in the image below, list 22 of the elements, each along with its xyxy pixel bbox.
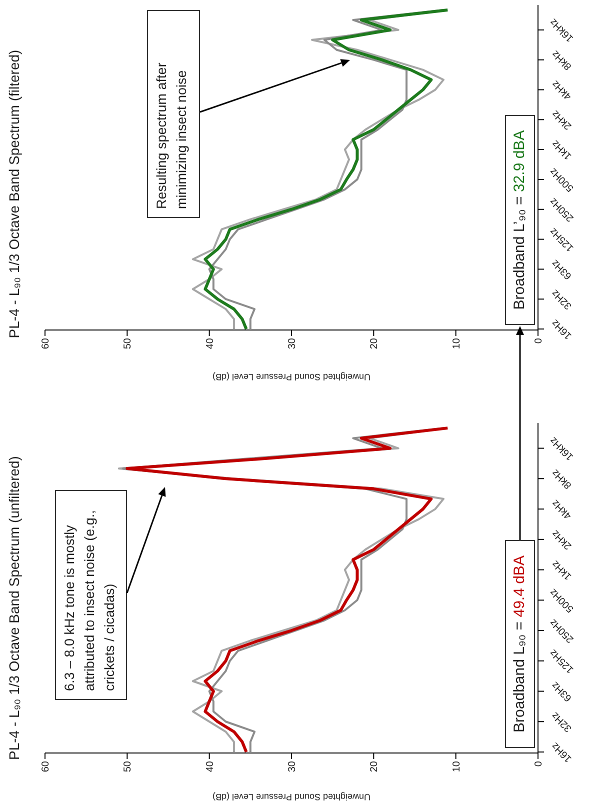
text: PL-4 - L₉₀ 1/3 Octave Band Spectrum (filtered) xyxy=(6,48,22,340)
annotation: Broadband L’₉₀ = 32.9 dBA xyxy=(505,115,535,325)
x-tick-label: 0 xyxy=(534,338,545,344)
x-tick-label: 20 xyxy=(369,338,380,350)
x-tick-label: 50 xyxy=(122,338,134,350)
x-tick-label: 50 xyxy=(122,760,134,772)
text: PL-4 - L₉₀ 1/3 Octave Band Spectrum (unfiltered) xyxy=(6,455,22,762)
x-axis-title: Unweighted Sound Pressure Level (dB) xyxy=(212,792,371,802)
annotation: 6.3 – 8.0 kHz tone is mostly attributed to insect noise (e.g., crickets / cicadas) xyxy=(55,490,127,700)
x-tick-label: 0 xyxy=(534,760,545,767)
x-tick-label: 10 xyxy=(451,760,462,772)
x-tick-label: 10 xyxy=(451,338,462,350)
x-tick-label: 20 xyxy=(369,760,380,772)
x-tick-label: 40 xyxy=(204,338,216,350)
annotation: Broadband L₉₀ = 49.4 dBA xyxy=(505,540,535,748)
x-axis-title: Unweighted Sound Pressure Level (dB) xyxy=(212,372,371,382)
annotation: Resulting spectrum after minimizing insect noise xyxy=(147,10,200,218)
x-tick-label: 60 xyxy=(40,760,52,772)
x-tick-label: 30 xyxy=(287,760,298,772)
x-tick-label: 60 xyxy=(40,338,52,350)
x-tick-label: 30 xyxy=(287,338,298,350)
x-tick-label: 40 xyxy=(204,760,216,772)
